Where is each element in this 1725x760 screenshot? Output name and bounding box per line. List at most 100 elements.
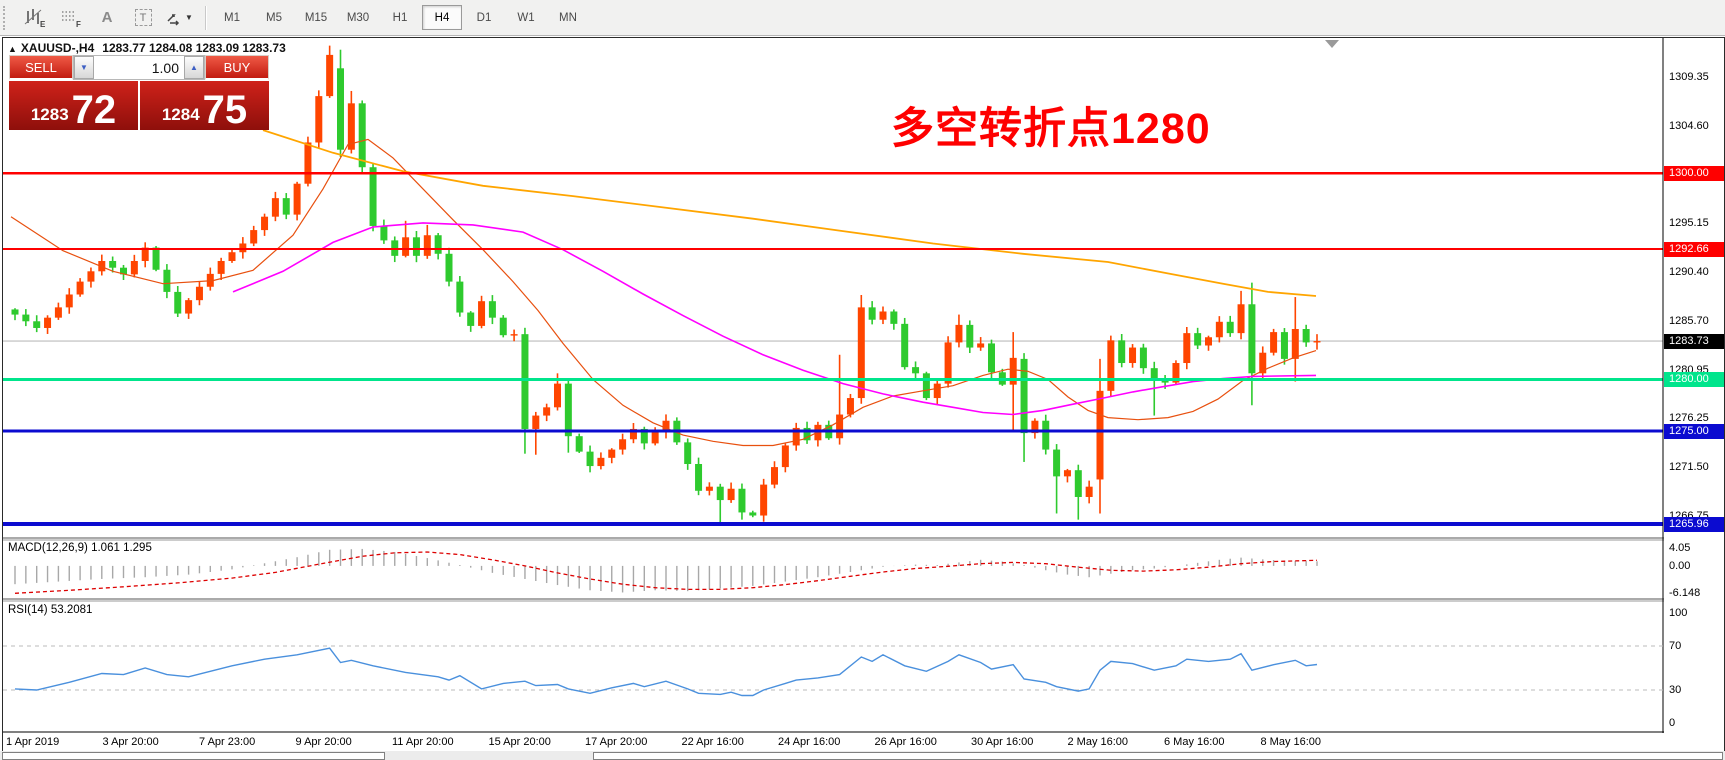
candle-body xyxy=(44,317,52,328)
top-toolbar: E F A T ▼ M1 M5 M15 M30 H1 H4 D1 W1 MN xyxy=(0,0,1725,36)
candle-body xyxy=(1291,329,1299,359)
candle-body xyxy=(1009,357,1017,385)
time-label: 26 Apr 16:00 xyxy=(874,736,937,748)
candle-body xyxy=(293,183,301,215)
candle-body xyxy=(586,451,594,467)
timeframe-button-h4[interactable]: H4 xyxy=(422,5,462,30)
candle-body xyxy=(543,407,551,416)
candle-body xyxy=(944,342,952,384)
candle-body xyxy=(1053,449,1061,477)
candle-body xyxy=(879,311,887,320)
timeframe-button-m30[interactable]: M30 xyxy=(346,11,370,24)
timeframe-button-w1[interactable]: W1 xyxy=(517,11,535,24)
chart-window[interactable]: ▲ XAUUSD-,H4 1283.77 1284.08 1283.09 1283.… xyxy=(2,37,1725,752)
candle-body xyxy=(836,414,844,439)
ma-mid-line[interactable] xyxy=(232,222,1317,416)
candle-body xyxy=(467,312,475,326)
candle-body xyxy=(781,445,789,468)
ma-fast-line[interactable] xyxy=(10,138,1317,447)
candle-body xyxy=(1313,341,1321,343)
price-axis[interactable]: 1309.35 1304.60 1295.15 1290.40 1285.70 1280.… xyxy=(1664,38,1724,751)
buy-price-display[interactable]: 1284 75 xyxy=(140,81,269,130)
candle-body xyxy=(695,464,703,491)
letter-a-icon[interactable]: A xyxy=(101,9,113,26)
volume-decrease-button[interactable]: ▼ xyxy=(74,56,94,79)
sell-price-display[interactable]: 1283 72 xyxy=(9,81,138,130)
time-label: 11 Apr 20:00 xyxy=(392,736,454,748)
candle-body xyxy=(499,317,507,336)
ma-slow-line[interactable] xyxy=(262,129,1317,297)
buy-button[interactable]: BUY xyxy=(205,55,269,80)
volume-input[interactable] xyxy=(94,56,184,79)
chart-annotation-text: 多空转折点1280 xyxy=(891,105,1211,153)
candle-body xyxy=(1063,470,1071,477)
macd-signal-line xyxy=(14,551,1318,594)
symbol-title: XAUUSD-,H4 xyxy=(20,41,95,55)
collapse-triangle-icon[interactable]: ▲ xyxy=(8,44,17,54)
grid-f-icon[interactable]: F xyxy=(56,5,86,31)
chart-shift-marker-icon[interactable] xyxy=(1325,40,1339,48)
sell-price-big: 72 xyxy=(71,88,117,132)
timeframe-button-m5[interactable]: M5 xyxy=(266,11,282,24)
price-tick: 1295.15 xyxy=(1669,217,1709,230)
sell-button[interactable]: SELL xyxy=(9,55,73,80)
rsi-panel xyxy=(3,645,1663,697)
price-tick: 1271.50 xyxy=(1669,461,1709,474)
candle-body xyxy=(727,488,735,501)
rsi-indicator-label: RSI(14) 53.2081 xyxy=(8,604,93,616)
rsi-axis-tick: 30 xyxy=(1669,684,1682,696)
candle-body xyxy=(488,301,496,318)
candle-body xyxy=(1205,337,1212,346)
candle-body xyxy=(749,512,757,516)
timeframe-button-d1[interactable]: D1 xyxy=(476,11,492,24)
timeframe-button-m15[interactable]: M15 xyxy=(304,11,328,24)
price-tick: 1290.40 xyxy=(1669,266,1709,279)
candle-body xyxy=(803,427,811,441)
candle-body xyxy=(1302,329,1310,343)
candle-body xyxy=(217,260,225,274)
candle-body xyxy=(456,281,464,313)
timeframe-button-mn[interactable]: MN xyxy=(559,11,577,24)
candle-body xyxy=(195,286,203,301)
buy-price-small: 1284 xyxy=(161,105,200,124)
volume-increase-button[interactable]: ▲ xyxy=(184,56,204,79)
candle-body xyxy=(1096,390,1104,480)
timeframe-button-m1[interactable]: M1 xyxy=(224,11,240,24)
one-click-trade-widget: SELL ▼ ▲ BUY 1283 72 1284 75 xyxy=(9,55,269,130)
timeframe-button-h1[interactable]: H1 xyxy=(392,11,408,24)
time-label: 15 Apr 20:00 xyxy=(488,736,551,748)
toolbar-grip[interactable] xyxy=(3,5,10,30)
price-tick: 1276.25 xyxy=(1669,412,1709,425)
price-badge-1292.66: 1292.66 xyxy=(1664,241,1724,257)
candle-body xyxy=(130,260,138,275)
candle-body xyxy=(478,301,486,326)
crosshair-arrows-icon[interactable]: ▼ xyxy=(164,5,194,31)
candle-body xyxy=(912,367,920,374)
candle-body xyxy=(933,383,941,399)
time-axis[interactable]: 1 Apr 2019 3 Apr 20:00 7 Apr 23:00 9 Apr 20… xyxy=(3,734,1663,751)
volume-spinner: ▼ ▲ xyxy=(73,55,205,80)
text-label-icon[interactable]: T xyxy=(128,5,158,31)
chart-bars-e-icon[interactable]: E xyxy=(20,5,50,31)
price-badge-1265.96: 1265.96 xyxy=(1664,516,1724,532)
candle-body xyxy=(163,269,171,292)
candle-body xyxy=(282,198,290,215)
svg-text:E: E xyxy=(40,20,46,28)
candle-body xyxy=(120,267,127,275)
time-label: 8 May 16:00 xyxy=(1260,736,1322,748)
candle-body xyxy=(185,300,193,314)
time-label: 30 Apr 16:00 xyxy=(971,736,1034,748)
macd-indicator-label: MACD(12,26,9) 1.061 1.295 xyxy=(8,542,152,554)
candle-body xyxy=(564,383,572,437)
rsi-axis-tick: 70 xyxy=(1669,640,1682,652)
candle-body xyxy=(152,247,160,270)
price-chart[interactable] xyxy=(3,38,1724,751)
docked-panel-left[interactable] xyxy=(2,752,385,760)
candle-body xyxy=(412,237,420,256)
candle-body xyxy=(54,307,62,318)
macd-axis-tick: -6.148 xyxy=(1669,586,1701,599)
candle-body xyxy=(738,488,746,513)
candle-body xyxy=(1139,347,1147,369)
docked-panel-right[interactable] xyxy=(593,752,1723,760)
candle-body xyxy=(857,307,865,399)
